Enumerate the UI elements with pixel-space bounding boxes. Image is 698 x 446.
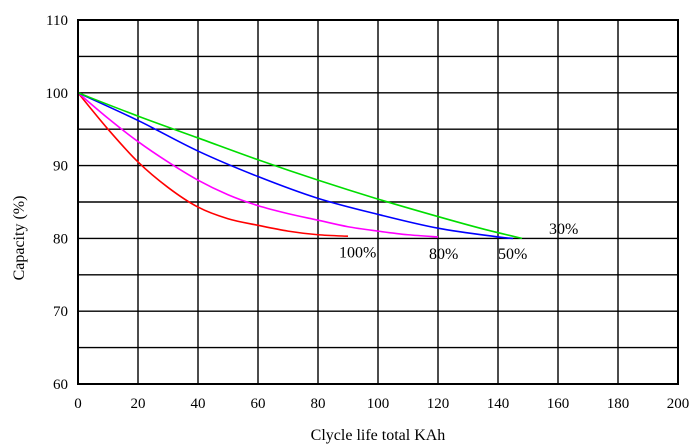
x-tick-label: 160 (547, 396, 570, 412)
series-lines (77, 92, 523, 240)
series-label-50pct: 50% (498, 246, 527, 263)
series-label-80pct: 80% (429, 246, 458, 263)
y-tick-label: 100 (46, 86, 69, 102)
y-tick-label: 80 (53, 231, 68, 247)
grid (78, 20, 678, 384)
x-tick-label: 60 (251, 396, 266, 412)
series-line-30pct (77, 92, 523, 240)
x-tick-label: 100 (367, 396, 390, 412)
series-labels: 100% 80% 50% 30% (339, 221, 578, 263)
y-tick-label: 110 (46, 13, 68, 29)
y-tick-label: 70 (53, 304, 68, 320)
y-axis-label: Capacity (%) (11, 196, 28, 281)
x-tick-label: 120 (427, 396, 450, 412)
x-axis-label: Clycle life total KAh (311, 427, 446, 444)
y-tick-labels: 60 70 80 90 100 110 (46, 13, 69, 393)
x-tick-label: 80 (311, 396, 326, 412)
x-tick-label: 0 (74, 396, 82, 412)
x-tick-label: 40 (191, 396, 206, 412)
y-tick-label: 60 (53, 377, 68, 393)
x-tick-label: 20 (131, 396, 146, 412)
x-tick-label: 180 (607, 396, 630, 412)
series-line-50pct (77, 92, 514, 240)
plot-frame (77, 19, 679, 385)
x-tick-labels: 0 20 40 60 80 100 120 140 160 180 200 (74, 396, 689, 412)
series-label-30pct: 30% (549, 221, 578, 238)
series-line-100pct (77, 92, 349, 238)
x-tick-label: 140 (487, 396, 510, 412)
x-tick-label: 200 (667, 396, 690, 412)
series-line-80pct (77, 92, 439, 238)
y-tick-label: 90 (53, 159, 68, 175)
series-label-100pct: 100% (339, 244, 376, 261)
